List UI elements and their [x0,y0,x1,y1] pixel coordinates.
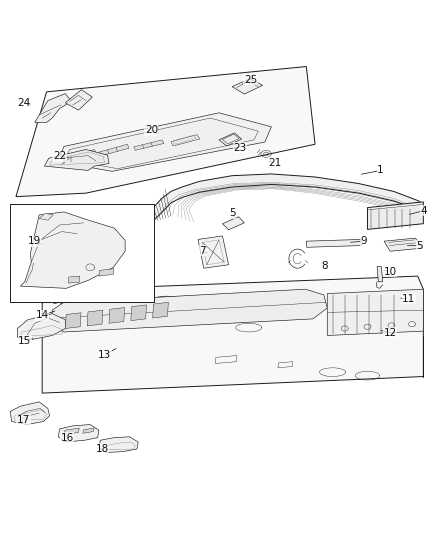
Text: 16: 16 [60,433,74,442]
Polygon shape [99,269,114,276]
Polygon shape [83,428,94,433]
Polygon shape [57,113,272,171]
Text: 8: 8 [321,261,328,271]
Text: 1: 1 [377,165,384,175]
Polygon shape [152,302,168,318]
Text: 25: 25 [244,75,257,85]
Text: 15: 15 [18,336,32,346]
Polygon shape [219,133,242,146]
Polygon shape [17,313,65,340]
Polygon shape [377,266,383,282]
Polygon shape [87,310,103,326]
Polygon shape [11,402,49,425]
Polygon shape [232,79,263,94]
Polygon shape [64,428,79,434]
Polygon shape [44,149,109,171]
Text: 17: 17 [17,415,30,425]
Polygon shape [134,140,164,150]
Text: 9: 9 [360,236,367,246]
Polygon shape [39,213,53,220]
Text: 14: 14 [35,310,49,320]
Polygon shape [35,94,71,123]
Text: 19: 19 [28,236,41,246]
Text: 18: 18 [95,444,109,454]
FancyBboxPatch shape [11,204,154,302]
Polygon shape [65,313,81,328]
Polygon shape [68,276,80,283]
Polygon shape [99,144,129,156]
Text: 7: 7 [199,246,206,256]
Polygon shape [58,296,74,304]
Polygon shape [52,290,88,304]
Polygon shape [109,308,125,323]
Text: 10: 10 [384,266,397,277]
Polygon shape [131,305,147,321]
Polygon shape [52,289,327,332]
Text: 13: 13 [98,350,111,360]
Polygon shape [65,90,92,110]
Text: 5: 5 [229,208,235,218]
Polygon shape [384,238,422,251]
Polygon shape [306,239,361,247]
Text: 12: 12 [384,328,397,338]
Text: 24: 24 [17,98,30,108]
Text: 11: 11 [402,294,416,304]
Polygon shape [223,217,244,230]
Text: 20: 20 [145,125,158,135]
Polygon shape [20,212,125,288]
Text: 5: 5 [417,240,423,251]
Text: 21: 21 [268,158,282,167]
Text: 22: 22 [53,151,66,161]
Text: 4: 4 [421,206,427,216]
Polygon shape [68,149,96,161]
Polygon shape [99,437,138,453]
Polygon shape [171,135,200,146]
Polygon shape [198,236,229,268]
Polygon shape [42,276,424,393]
Polygon shape [58,425,99,442]
Polygon shape [327,289,424,335]
Polygon shape [367,202,424,229]
Polygon shape [151,174,424,221]
Polygon shape [16,67,315,197]
Text: 23: 23 [233,143,247,153]
